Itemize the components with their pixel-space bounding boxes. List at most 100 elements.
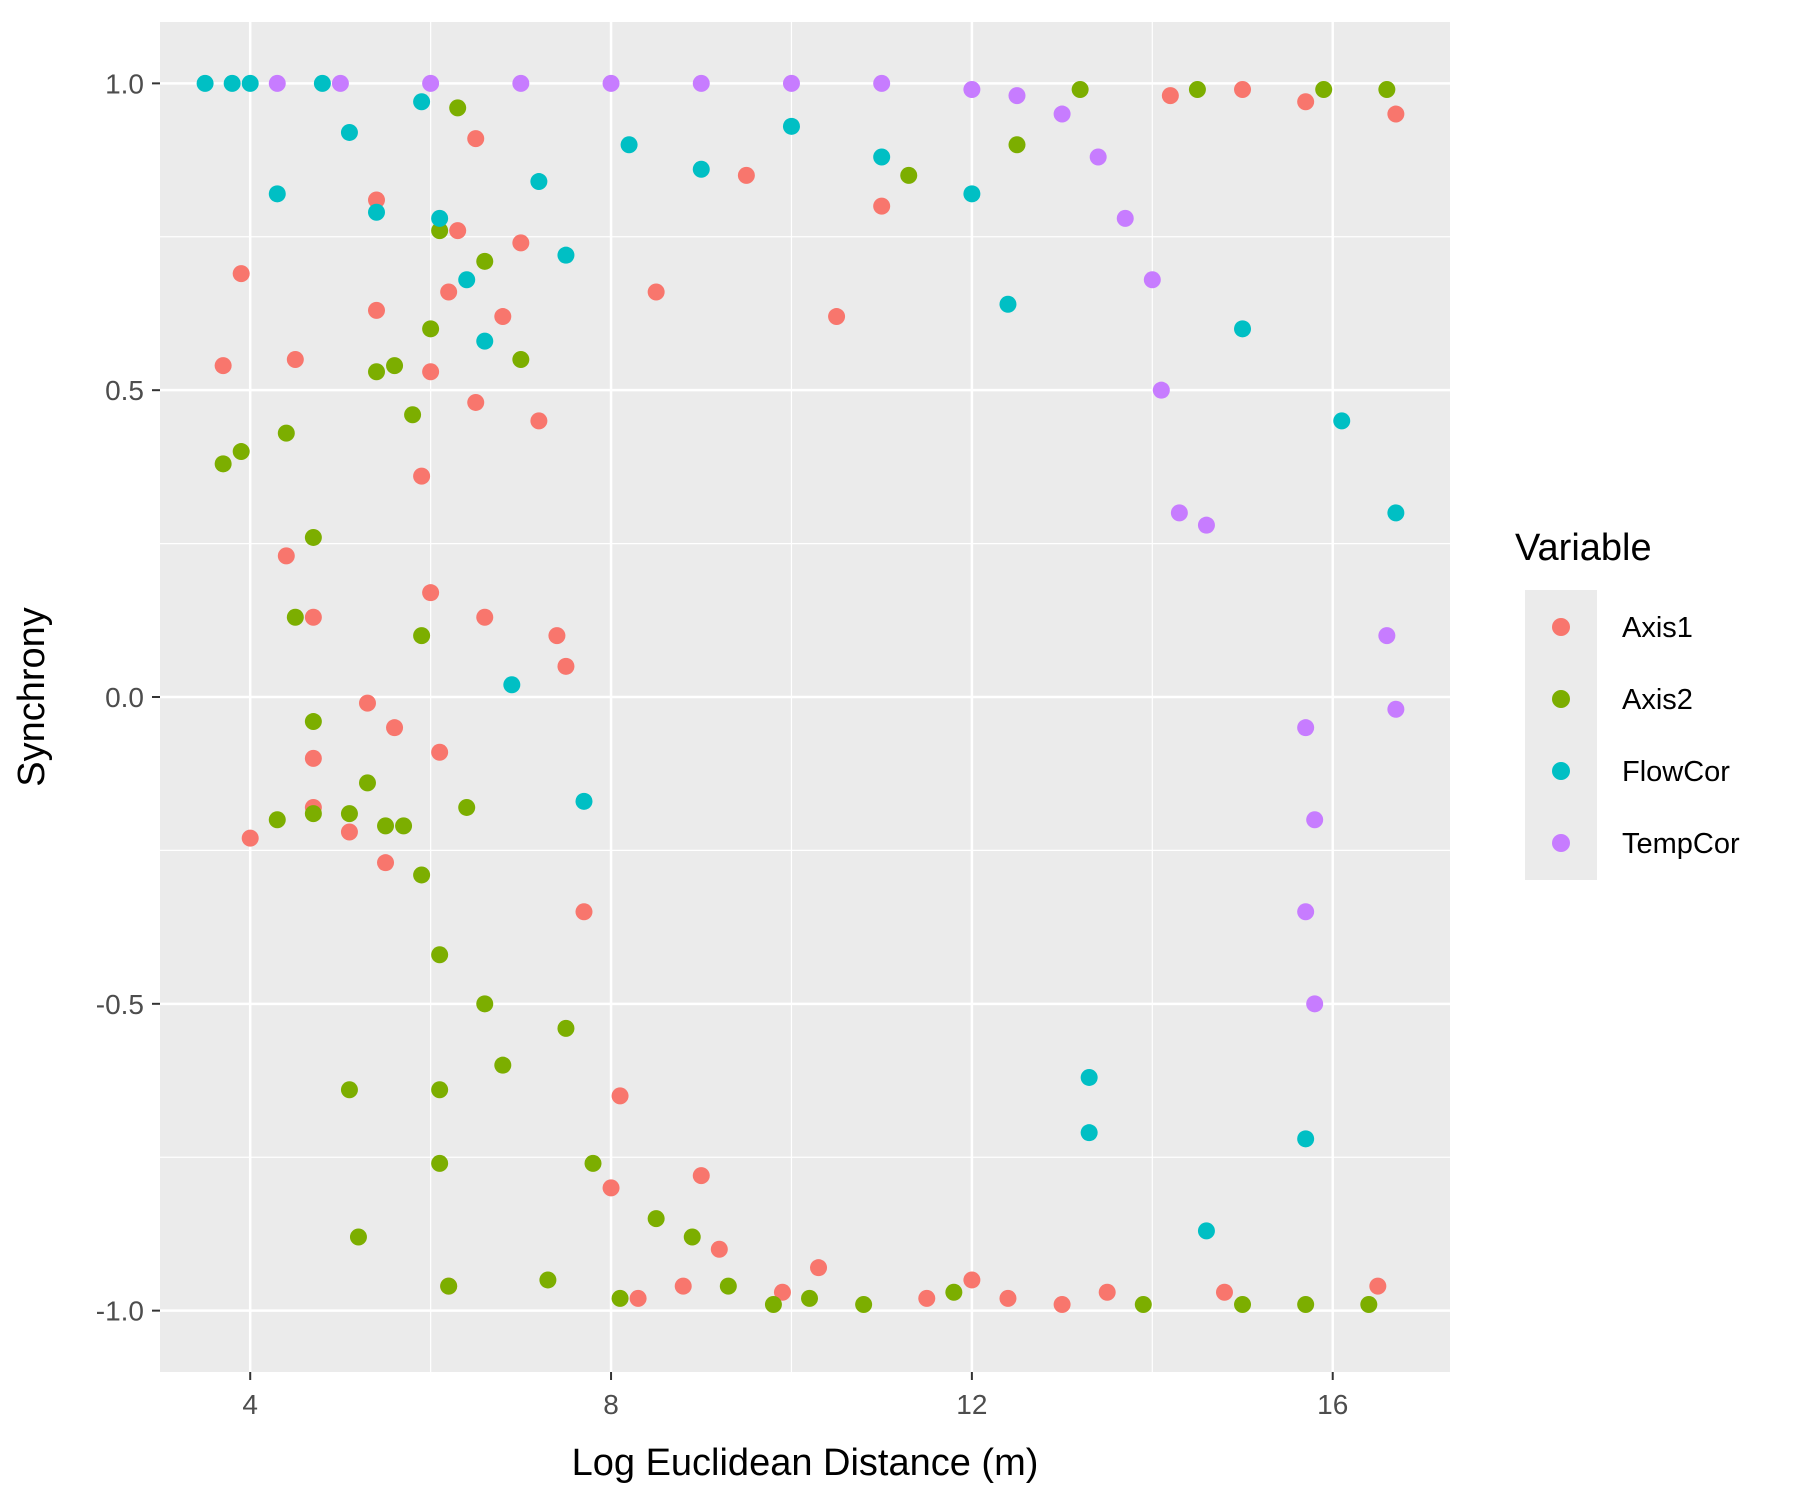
data-point	[710, 1240, 728, 1258]
data-point	[241, 829, 259, 847]
data-point	[1297, 1296, 1315, 1313]
data-point	[1197, 516, 1215, 534]
data-point	[1387, 700, 1405, 718]
y-tick-label: 0.0	[105, 682, 144, 713]
data-point	[692, 74, 710, 92]
data-point	[828, 308, 846, 326]
data-point	[340, 123, 358, 141]
data-point	[873, 148, 891, 166]
data-point	[494, 308, 512, 326]
data-point	[494, 1056, 512, 1074]
data-point	[764, 1296, 782, 1313]
data-point	[1134, 1296, 1152, 1313]
data-point	[1234, 81, 1252, 98]
data-point	[1215, 1283, 1233, 1301]
series-tempcor	[268, 74, 1405, 1013]
data-point	[340, 1081, 358, 1099]
data-point	[1297, 719, 1315, 737]
data-point	[602, 1179, 620, 1197]
data-point	[304, 528, 322, 546]
y-axis-title: Synchrony	[11, 607, 53, 787]
data-point	[1315, 81, 1333, 98]
data-point	[368, 301, 386, 319]
data-point	[304, 608, 322, 626]
data-point	[512, 351, 530, 368]
data-point	[232, 443, 250, 461]
data-point	[476, 332, 494, 350]
data-point	[476, 995, 494, 1013]
data-point	[377, 854, 395, 872]
x-axis-title: Log Euclidean Distance (m)	[572, 1442, 1039, 1484]
legend-key-background	[1525, 590, 1597, 880]
data-point	[1080, 1068, 1098, 1086]
data-point	[1297, 903, 1315, 921]
legend-item-flowcor: FlowCor	[1552, 756, 1730, 788]
data-point	[313, 74, 331, 92]
data-point	[467, 393, 485, 411]
data-point	[773, 1283, 791, 1301]
grid-lines	[160, 22, 1450, 1372]
series-axis2	[214, 81, 1396, 1313]
data-point	[413, 467, 431, 485]
data-point	[1071, 81, 1089, 98]
y-tick-label: 0.5	[105, 375, 144, 406]
data-point	[304, 713, 322, 731]
data-point	[575, 903, 593, 921]
data-point	[404, 406, 422, 424]
data-point	[214, 455, 232, 473]
data-point	[340, 805, 358, 823]
data-point	[539, 1271, 557, 1289]
data-point	[440, 283, 458, 301]
data-point	[1306, 811, 1324, 829]
data-point	[620, 136, 638, 154]
data-point	[782, 117, 800, 135]
data-point	[440, 1277, 458, 1295]
data-point	[241, 74, 259, 92]
data-point	[918, 1289, 936, 1307]
data-point	[683, 1228, 701, 1246]
y-axis-ticks: -1.0 -0.5 0.0 0.5 1.0	[96, 68, 160, 1327]
data-point	[413, 627, 431, 645]
data-point	[1080, 1124, 1098, 1142]
data-point	[268, 185, 286, 203]
data-point	[431, 743, 449, 761]
data-point	[386, 719, 404, 737]
data-point	[1360, 1296, 1378, 1313]
data-point	[368, 191, 386, 209]
legend-items: Axis1 Axis2 FlowCor TempCor	[1552, 612, 1740, 860]
data-point	[575, 792, 593, 810]
data-point	[1369, 1277, 1387, 1295]
x-tick-label: 8	[603, 1389, 619, 1420]
data-point	[1188, 81, 1206, 98]
data-point	[557, 1019, 575, 1037]
data-point	[422, 363, 440, 381]
data-point	[286, 608, 304, 626]
y-tick-label: -0.5	[96, 989, 144, 1020]
data-point	[810, 1259, 828, 1277]
data-point	[368, 203, 386, 221]
data-point	[692, 160, 710, 178]
data-point	[602, 74, 620, 92]
series-flowcor	[196, 74, 1405, 1240]
data-point	[304, 805, 322, 823]
x-tick-label: 12	[956, 1389, 987, 1420]
data-point	[557, 246, 575, 264]
data-point	[647, 283, 665, 301]
data-point	[304, 749, 322, 767]
data-point	[431, 209, 449, 227]
data-point	[963, 81, 981, 98]
data-point	[413, 93, 431, 111]
data-point	[377, 817, 395, 835]
data-point	[431, 946, 449, 964]
data-point	[268, 811, 286, 829]
data-point	[1378, 627, 1396, 645]
data-point	[431, 1081, 449, 1099]
data-point	[1170, 504, 1188, 522]
legend-key	[1552, 690, 1570, 708]
data-point	[584, 1154, 602, 1172]
data-point	[647, 1210, 665, 1228]
data-point	[358, 774, 376, 792]
data-point	[1297, 93, 1315, 111]
data-point	[386, 357, 404, 375]
x-tick-label: 4	[242, 1389, 258, 1420]
